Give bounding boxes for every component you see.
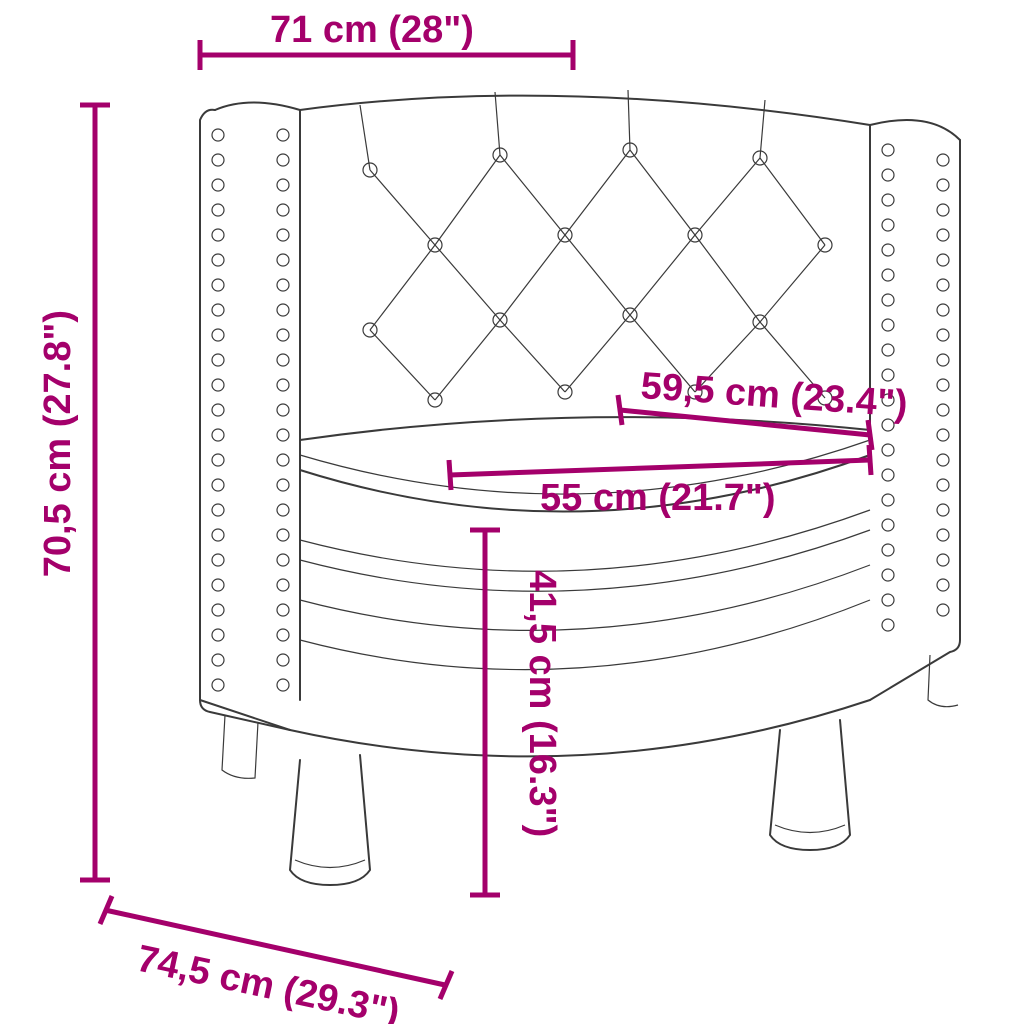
dim-width-top: 71 cm (28") <box>200 9 573 70</box>
dimension-diagram: 71 cm (28") 70,5 cm (27.8") 59,5 cm (23.… <box>0 0 1024 1024</box>
dim-depth-bottom: 74,5 cm (29.3") <box>100 896 452 1024</box>
label-depth-bottom: 74,5 cm (29.3") <box>133 938 403 1024</box>
tufting <box>360 90 832 407</box>
dim-seat-width: 55 cm (21.7") <box>449 445 871 519</box>
label-width-top: 71 cm (28") <box>270 9 474 51</box>
dim-seat-depth: 59,5 cm (23.4") <box>618 365 909 450</box>
studs-left-arm-front <box>212 129 224 691</box>
dim-seat-height: 41,5 cm (16.3") <box>470 530 563 895</box>
label-seat-height: 41,5 cm (16.3") <box>521 570 563 837</box>
studs-left-arm-inner <box>277 129 289 691</box>
label-height-left: 70,5 cm (27.8") <box>37 310 79 577</box>
label-seat-width: 55 cm (21.7") <box>540 477 776 519</box>
dim-height-left: 70,5 cm (27.8") <box>37 105 110 880</box>
